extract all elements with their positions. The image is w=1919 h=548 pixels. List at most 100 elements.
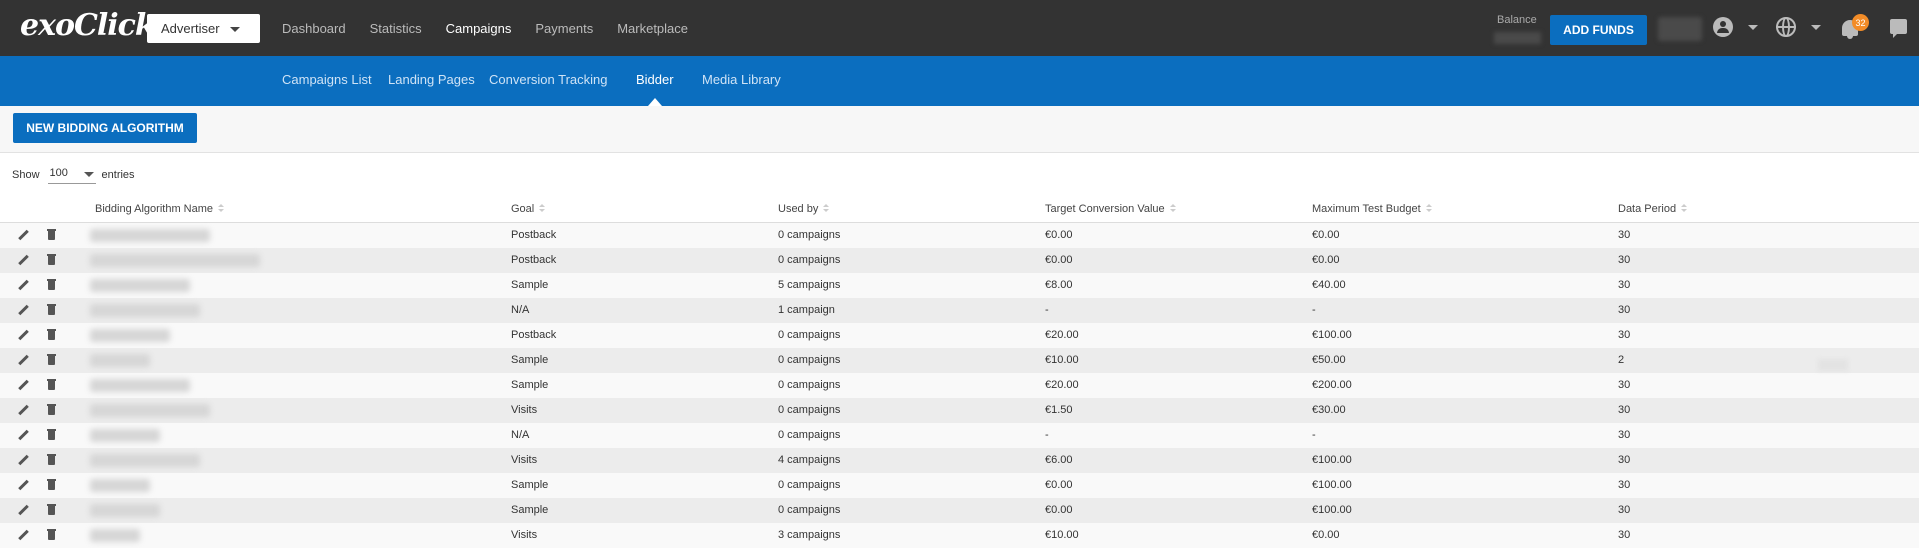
- trash-icon[interactable]: [47, 529, 56, 540]
- cell-target-conversion-value: -: [1045, 429, 1049, 441]
- nav-campaigns[interactable]: Campaigns: [445, 20, 512, 36]
- sort-icon: [218, 204, 225, 213]
- exoclick-logo[interactable]: exoClick: [20, 8, 156, 43]
- table-row: Postback 0 campaigns €0.00 €0.00 30: [0, 223, 1919, 248]
- trash-icon[interactable]: [47, 454, 56, 465]
- edit-icon[interactable]: [18, 430, 29, 441]
- algorithm-name-redacted[interactable]: [90, 429, 160, 442]
- algorithm-name-redacted[interactable]: [90, 329, 170, 342]
- table-row: N/A 0 campaigns - - 30: [0, 423, 1919, 448]
- chat-icon[interactable]: [1890, 19, 1907, 38]
- algorithm-name-redacted[interactable]: [90, 529, 140, 542]
- trash-icon[interactable]: [47, 354, 56, 365]
- trash-icon[interactable]: [47, 254, 56, 265]
- nav-dashboard[interactable]: Dashboard: [282, 20, 346, 36]
- cell-maximum-test-budget: €100.00: [1312, 504, 1352, 516]
- cell-goal: Postback: [511, 329, 557, 341]
- algorithm-name-redacted[interactable]: [90, 254, 260, 267]
- algorithm-name-redacted[interactable]: [90, 454, 200, 467]
- user-icon[interactable]: [1713, 17, 1733, 37]
- trash-icon[interactable]: [47, 479, 56, 490]
- balance-label: Balance: [1497, 14, 1537, 26]
- trash-icon[interactable]: [47, 379, 56, 390]
- edit-icon[interactable]: [18, 280, 29, 291]
- add-funds-button[interactable]: ADD FUNDS: [1550, 15, 1647, 45]
- cell-goal: Visits: [511, 404, 538, 416]
- table-row: Sample 5 campaigns €8.00 €40.00 30: [0, 273, 1919, 298]
- edit-icon[interactable]: [18, 405, 29, 416]
- chevron-down-icon[interactable]: [1811, 25, 1821, 30]
- cell-used-by: 0 campaigns: [778, 504, 841, 516]
- algorithm-name-redacted[interactable]: [90, 479, 150, 492]
- col-header-name[interactable]: Bidding Algorithm Name: [95, 203, 225, 215]
- col-header-goal[interactable]: Goal: [511, 203, 546, 215]
- cell-target-conversion-value: €8.00: [1045, 279, 1073, 291]
- table-row: Visits 0 campaigns €1.50 €30.00 30: [0, 398, 1919, 423]
- edit-icon[interactable]: [18, 330, 29, 341]
- edit-icon[interactable]: [18, 530, 29, 541]
- cell-goal: Postback: [511, 254, 557, 266]
- col-header-used-by[interactable]: Used by: [778, 203, 830, 215]
- sort-icon: [1169, 204, 1176, 213]
- col-header-maximum-test-budget[interactable]: Maximum Test Budget: [1312, 203, 1432, 215]
- col-header-data-period[interactable]: Data Period: [1618, 203, 1688, 215]
- cell-used-by: 0 campaigns: [778, 229, 841, 241]
- trash-icon[interactable]: [47, 229, 56, 240]
- trash-icon[interactable]: [47, 329, 56, 340]
- cell-data-period: 30: [1618, 254, 1631, 266]
- chevron-down-icon: [83, 172, 94, 177]
- edit-icon[interactable]: [18, 355, 29, 366]
- algorithm-name-redacted[interactable]: [90, 354, 150, 367]
- chevron-down-icon[interactable]: [1748, 25, 1758, 30]
- new-bidding-algorithm-button[interactable]: NEW BIDDING ALGORITHM: [13, 113, 197, 143]
- cell-goal: Sample: [511, 379, 549, 391]
- cell-maximum-test-budget: €100.00: [1312, 479, 1352, 491]
- trash-icon[interactable]: [47, 429, 56, 440]
- subnav-landing-pages[interactable]: Landing Pages: [388, 72, 475, 87]
- cell-target-conversion-value: €0.00: [1045, 479, 1073, 491]
- entries-label: entries: [101, 169, 135, 181]
- algorithm-name-redacted[interactable]: [90, 279, 190, 292]
- table-row: Sample 0 campaigns €20.00 €200.00 30: [0, 373, 1919, 398]
- algorithm-name-redacted[interactable]: [90, 229, 210, 242]
- role-select[interactable]: Advertiser: [147, 14, 260, 43]
- top-bar: exoClick Advertiser Dashboard Statistics…: [0, 0, 1919, 56]
- algorithm-name-redacted[interactable]: [90, 379, 190, 392]
- subnav-bidder[interactable]: Bidder: [636, 72, 674, 87]
- algorithm-name-redacted[interactable]: [90, 504, 160, 517]
- edit-icon[interactable]: [18, 305, 29, 316]
- edit-icon[interactable]: [18, 255, 29, 266]
- cell-maximum-test-budget: €100.00: [1312, 454, 1352, 466]
- trash-icon[interactable]: [47, 279, 56, 290]
- entries-select[interactable]: 100: [47, 166, 96, 184]
- cell-used-by: 0 campaigns: [778, 329, 841, 341]
- trash-icon[interactable]: [47, 404, 56, 415]
- nav-payments[interactable]: Payments: [535, 20, 594, 36]
- edit-icon[interactable]: [18, 455, 29, 466]
- algorithm-name-redacted[interactable]: [90, 304, 200, 317]
- col-header-target-conversion-value[interactable]: Target Conversion Value: [1045, 203, 1176, 215]
- cell-used-by: 0 campaigns: [778, 404, 841, 416]
- toolbar: NEW BIDDING ALGORITHM: [0, 106, 1919, 153]
- nav-statistics[interactable]: Statistics: [369, 20, 422, 36]
- cell-target-conversion-value: €0.00: [1045, 254, 1073, 266]
- subnav-media-library[interactable]: Media Library: [702, 72, 781, 87]
- edit-icon[interactable]: [18, 380, 29, 391]
- cell-data-period: 30: [1618, 504, 1631, 516]
- edit-icon[interactable]: [18, 505, 29, 516]
- nav-marketplace[interactable]: Marketplace: [617, 20, 689, 36]
- cell-target-conversion-value: -: [1045, 304, 1049, 316]
- subnav-campaigns-list[interactable]: Campaigns List: [282, 72, 372, 87]
- edit-icon[interactable]: [18, 480, 29, 491]
- globe-icon[interactable]: [1776, 17, 1796, 37]
- trash-icon[interactable]: [47, 304, 56, 315]
- algorithm-name-redacted[interactable]: [90, 404, 210, 417]
- cell-data-period: 2: [1618, 354, 1625, 366]
- col-header-label: Bidding Algorithm Name: [95, 203, 214, 215]
- col-header-label: Goal: [511, 203, 535, 215]
- edit-icon[interactable]: [18, 230, 29, 241]
- cell-target-conversion-value: €0.00: [1045, 504, 1073, 516]
- col-header-label: Used by: [778, 203, 819, 215]
- trash-icon[interactable]: [47, 504, 56, 515]
- subnav-conversion-tracking[interactable]: Conversion Tracking: [489, 72, 608, 87]
